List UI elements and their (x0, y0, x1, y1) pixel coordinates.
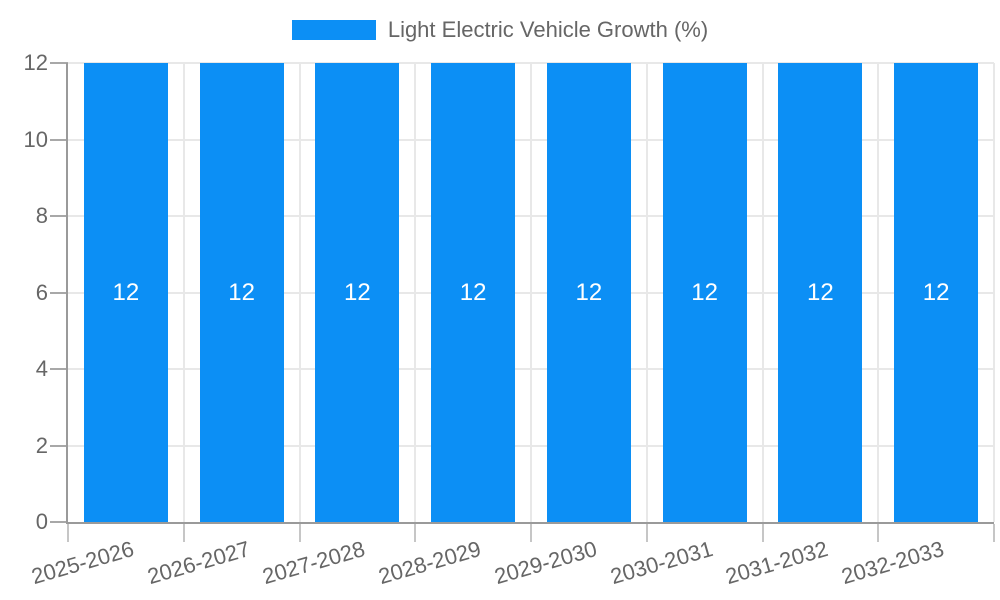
x-axis-tick-label: 2025-2026 (28, 536, 137, 590)
x-axis-tick (530, 524, 532, 542)
bar-value-label: 12 (112, 278, 140, 306)
v-gridline (182, 63, 185, 522)
v-gridline (761, 63, 764, 522)
y-axis-tick (50, 215, 68, 217)
bar[interactable] (83, 63, 168, 522)
x-axis-tick (761, 524, 764, 542)
y-axis-tick (50, 62, 68, 64)
v-gridline (414, 63, 417, 522)
v-gridline (877, 63, 880, 522)
x-axis-tick-label: 2027-2028 (259, 536, 368, 590)
bar-value-label: 12 (922, 278, 950, 306)
bar-value-label: 12 (459, 278, 487, 306)
y-axis-tick-label: 2 (35, 432, 48, 458)
bar[interactable] (431, 63, 516, 522)
x-axis-tick-label: 2026-2027 (144, 536, 253, 590)
y-axis-tick (50, 138, 68, 141)
bar-value-label: 12 (691, 278, 718, 306)
y-axis-line (66, 63, 68, 524)
y-axis-tick-label: 8 (35, 203, 48, 228)
y-axis-tick-label: 6 (35, 279, 48, 305)
bar[interactable] (315, 63, 400, 522)
y-axis-tick-label: 12 (23, 50, 48, 75)
x-axis-tick-label: 2031-2032 (722, 536, 831, 590)
y-axis-tick (50, 368, 68, 370)
v-gridline (645, 63, 648, 522)
v-gridline (993, 63, 995, 522)
y-axis-tick-label: 4 (35, 356, 48, 381)
x-axis-tick-label: 2030-2031 (607, 536, 716, 590)
bar-value-label: 12 (228, 278, 255, 306)
y-axis-tick-label: 10 (23, 126, 48, 152)
x-axis-tick-label: 2029-2030 (491, 536, 600, 590)
x-axis-tick (298, 524, 301, 542)
y-axis-tick-label: 0 (35, 509, 48, 534)
bar-value-label: 12 (575, 278, 603, 306)
bar[interactable] (546, 63, 631, 522)
x-axis-tick-label: 2032-2033 (838, 536, 947, 590)
bar-value-label: 12 (807, 278, 834, 306)
bar-value-label: 12 (344, 278, 371, 306)
chart-legend[interactable]: Light Electric Vehicle Growth (%) (0, 17, 1000, 43)
y-axis-tick (50, 444, 68, 447)
x-axis-tick (182, 524, 185, 542)
legend-label: Light Electric Vehicle Growth (%) (387, 17, 709, 42)
x-axis-line (66, 522, 994, 524)
x-axis-tick (67, 524, 69, 542)
x-axis-tick (645, 524, 648, 542)
y-axis-tick (50, 291, 68, 294)
x-axis-tick-label: 2028-2029 (375, 536, 484, 590)
y-axis-tick (50, 521, 68, 523)
bar[interactable] (894, 63, 979, 522)
v-gridline (530, 63, 532, 522)
bar[interactable] (199, 63, 284, 522)
x-axis-tick (877, 524, 880, 542)
x-axis-tick (993, 524, 995, 542)
bar[interactable] (778, 63, 863, 522)
x-axis-tick (414, 524, 417, 542)
legend-swatch[interactable] (291, 20, 376, 40)
bar[interactable] (662, 63, 747, 522)
v-gridline (298, 63, 301, 522)
